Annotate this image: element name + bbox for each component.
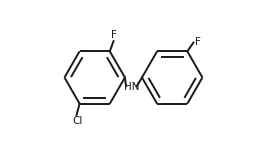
- Text: HN: HN: [124, 82, 140, 92]
- Text: F: F: [111, 30, 116, 40]
- Text: Cl: Cl: [72, 116, 83, 126]
- Text: F: F: [195, 38, 201, 47]
